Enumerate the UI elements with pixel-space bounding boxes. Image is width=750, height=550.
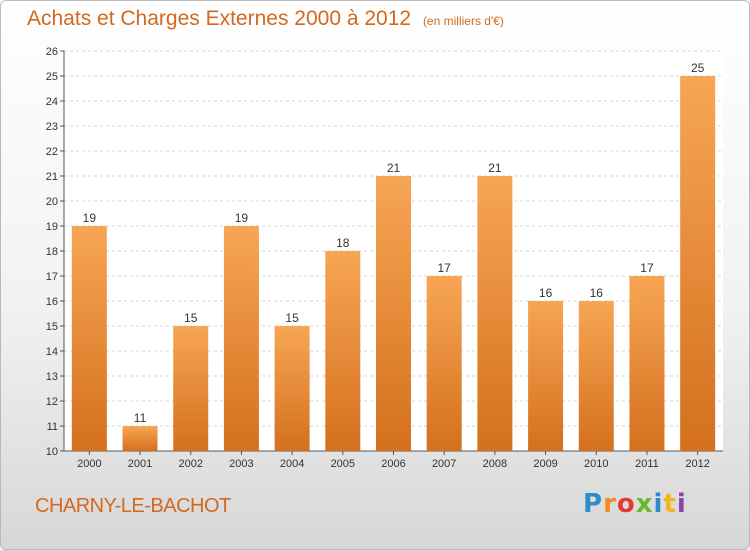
x-tick-label: 2006 [381, 458, 405, 470]
chart-title: Achats et Charges Externes 2000 à 2012 (… [27, 7, 504, 31]
y-tick-label: 15 [46, 321, 58, 333]
bar [325, 251, 361, 451]
y-tick-label: 18 [46, 246, 58, 258]
data-label: 16 [590, 286, 604, 300]
data-label: 18 [336, 236, 350, 250]
bar [274, 326, 310, 451]
data-label: 11 [134, 411, 147, 425]
x-tick-label: 2012 [685, 458, 709, 470]
data-label: 17 [640, 261, 654, 275]
chart-title-text: Achats et Charges Externes 2000 à 2012 [27, 7, 412, 30]
x-tick-label: 2000 [77, 458, 101, 470]
x-tick-label: 2007 [432, 458, 456, 470]
y-tick-label: 19 [46, 221, 58, 233]
logo-letter: r [603, 489, 617, 519]
logo-letter: t [663, 489, 677, 519]
data-label: 15 [184, 311, 198, 325]
y-tick-label: 20 [46, 196, 58, 208]
x-tick-label: 2011 [635, 458, 659, 470]
y-tick-label: 13 [46, 371, 58, 383]
y-tick-label: 26 [46, 46, 58, 58]
bar [122, 426, 158, 451]
logo-letter: P [583, 489, 604, 519]
x-tick-label: 2010 [584, 458, 608, 470]
y-tick-label: 22 [46, 146, 58, 158]
bar [680, 76, 716, 451]
data-label: 16 [539, 286, 553, 300]
data-label: 21 [387, 161, 401, 175]
y-tick-label: 10 [46, 446, 58, 458]
y-tick-label: 16 [46, 296, 58, 308]
proxiti-logo: Proxiti [583, 489, 687, 519]
y-tick-label: 17 [46, 271, 58, 283]
bar [223, 226, 259, 451]
logo-letter: o [616, 489, 636, 519]
data-label: 25 [691, 61, 705, 75]
commune-name: CHARNY-LE-BACHOT [35, 495, 231, 517]
y-tick-label: 12 [46, 396, 58, 408]
data-label: 17 [438, 261, 452, 275]
x-tick-label: 2005 [331, 458, 355, 470]
y-tick-label: 14 [46, 346, 58, 358]
x-tick-label: 2003 [229, 458, 253, 470]
data-label: 19 [83, 211, 97, 225]
bar [71, 226, 107, 451]
bar [629, 276, 665, 451]
y-tick-label: 24 [46, 96, 58, 108]
x-tick-label: 2002 [178, 458, 202, 470]
x-tick-label: 2008 [483, 458, 507, 470]
chart-subtitle: (en milliers d'€) [422, 14, 504, 28]
bar [376, 176, 411, 451]
x-tick-label: 2009 [533, 458, 557, 470]
bar [426, 276, 462, 451]
bar [477, 176, 513, 451]
data-label: 21 [488, 161, 502, 175]
logo-letter: x [635, 489, 654, 519]
logo-letter: i [653, 489, 664, 519]
y-tick-label: 21 [46, 171, 58, 183]
y-tick-label: 11 [47, 421, 58, 433]
x-tick-label: 2001 [128, 458, 152, 470]
bar [173, 326, 209, 451]
data-label: 19 [235, 211, 249, 225]
y-tick-label: 23 [46, 121, 58, 133]
x-tick-label: 2004 [280, 458, 304, 470]
logo-letter: i [676, 489, 687, 519]
data-label: 15 [285, 311, 299, 325]
bar [528, 301, 564, 451]
bar [578, 301, 614, 451]
y-tick-label: 25 [46, 71, 58, 83]
